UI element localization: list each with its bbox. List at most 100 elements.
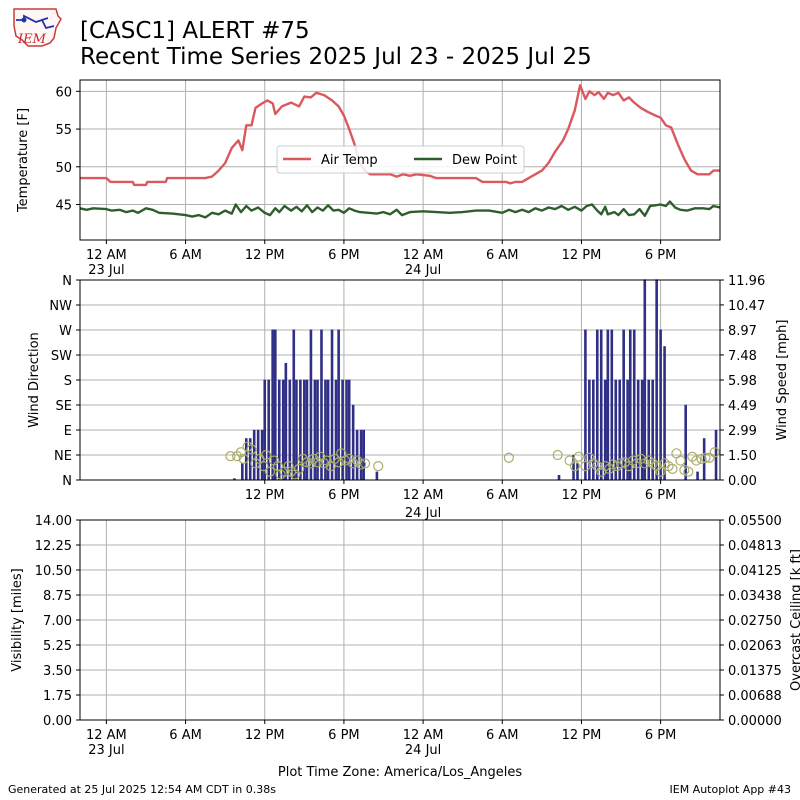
wind-direction-point [573,451,584,462]
wind-speed-bar [659,329,662,480]
legend-label: Air Temp [321,153,378,168]
wind-speed-bar [292,329,296,480]
wind-panel [79,279,721,481]
wind-speed-bar [647,379,651,480]
series-line-air-temp [80,84,720,187]
wind-speed-bar [334,379,338,480]
y-tick-label: 5.25 [43,639,72,654]
x-tick-label: 6 AM [486,488,519,503]
wind-direction-point [696,453,707,464]
wind-direction-point [258,461,269,472]
wind-direction-point [503,452,514,463]
y2-tick-label: 0.01375 [728,664,782,679]
y2-tick-label: 0.00 [728,474,757,489]
y2-tick-label: 0.02750 [728,614,782,629]
wind-speed-bar [599,329,603,480]
x-tick-label: 12 AM [86,728,127,743]
wind-direction-point [691,455,702,466]
legend-label: Dew Point [452,153,517,168]
wind-speed-bar [375,471,379,480]
wind-speed-bar [643,279,647,480]
wind-speed-bar [299,379,302,480]
wind-direction-point [264,466,276,477]
y2-tick-label: 0.00688 [728,689,782,704]
chart-title: [CASC1] ALERT #75 [80,18,310,44]
wind-direction-point [683,466,694,477]
y-tick-label: 12.25 [35,539,72,554]
wind-speed-bar [696,471,699,480]
wind-direction-point [333,457,344,468]
y2-tick-label: 0.05500 [728,514,782,529]
y-tick-label: 3.50 [43,664,72,679]
wind-speed-bar [632,329,636,480]
y-tick-label: 55 [55,123,72,138]
wind-speed-bar [702,438,706,480]
wind-speed-bar [651,379,655,480]
wind-direction-point [704,452,715,463]
wind-speed-bar [362,429,366,480]
y-tick-label: 14.00 [35,514,72,529]
wind-speed-bar [628,329,632,480]
wind-direction-point [667,463,678,474]
generated-footer: Generated at 25 Jul 2025 12:54 AM CDT in… [8,783,276,796]
y2-tick-label: 4.49 [728,399,757,414]
y2-tick-label: 1.50 [728,449,757,464]
x-tick-label: 12 AM [403,488,444,503]
x-tick-label: 12 PM [562,728,602,743]
y-tick-label: 0.00 [43,714,72,729]
wind-speed-bar [277,379,281,480]
wind-speed-bar [622,329,625,480]
x-tick-label: 6 AM [486,728,519,743]
x-tick-label: 6 PM [328,728,359,743]
chart-subtitle: Recent Time Series 2025 Jul 23 - 2025 Ju… [80,44,592,70]
wind-speed-bar [281,379,285,480]
ceiling-axis-label: Overcast Ceiling [k ft] [789,549,800,691]
x-tick-label: 6 AM [169,728,202,743]
x-tick-label: 6 AM [486,248,519,263]
wind-speed-bar [252,429,256,480]
y-tick-label: 7.00 [43,614,72,629]
y-tick-label: 60 [55,85,72,100]
y2-tick-label: 11.96 [728,274,765,289]
x-tick-label: 12 PM [245,488,285,503]
y-tick-label: SE [56,399,72,414]
x-tick-sublabel: 24 Jul [405,743,441,758]
timezone-label: Plot Time Zone: America/Los_Angeles [277,765,523,780]
wind-direction-point [225,451,236,462]
wind-speed-bar [320,329,323,480]
visibility-panel [79,519,721,721]
wind-speed-bar [345,379,348,480]
y2-tick-label: 7.48 [728,349,757,364]
temperature-panel [79,79,721,241]
wind-speed-bar [316,379,319,480]
y2-tick-label: 0.00000 [728,714,782,729]
wind-speed-bar [603,379,607,480]
y-tick-label: NE [54,449,72,464]
wind-speed-bar [626,379,629,480]
wind-speed-bar [267,379,271,480]
y2-tick-label: 0.03438 [728,589,782,604]
x-tick-label: 6 PM [645,728,676,743]
wind-speed-bar [284,362,288,480]
wind-direction-point [260,449,272,461]
wind-direction-point [319,458,330,469]
iem-logo: IEM [6,6,64,50]
wind-speed-bar [663,346,666,480]
svg-text:IEM: IEM [17,32,47,47]
wind-speed-bar [640,379,644,480]
y-tick-label: NW [49,299,72,314]
wind-speed-bar [233,478,236,480]
y2-tick-label: 2.99 [728,424,757,439]
wind-speed-bar [684,404,687,480]
wind-speed-bar [355,429,359,480]
wind-speed-bar [610,329,614,480]
wind-direction-point [675,455,686,466]
wind-direction-point [359,458,371,469]
app-footer: IEM Autoplot App #43 [669,783,792,796]
wind-speed-bar [263,379,267,480]
x-tick-label: 6 PM [645,488,676,503]
x-tick-label: 12 AM [86,248,127,263]
wind-direction-point [700,452,711,463]
